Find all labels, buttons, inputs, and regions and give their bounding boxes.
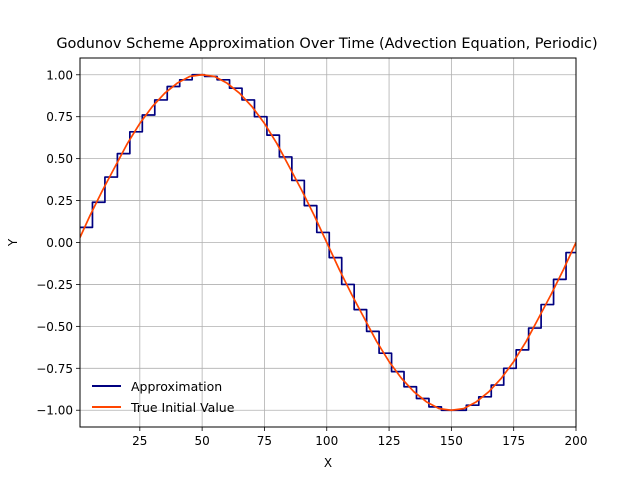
x-tick-label: 175 [502, 434, 525, 448]
y-tick-label: −0.50 [36, 320, 73, 334]
chart-title: Godunov Scheme Approximation Over Time (… [56, 36, 597, 52]
y-tick-label: −0.75 [36, 362, 73, 376]
y-tick-label: 0.00 [46, 236, 73, 250]
legend: Approximation True Initial Value [92, 379, 235, 415]
y-tick-label: −1.00 [36, 404, 73, 418]
y-axis: −1.00 −0.75 −0.50 −0.25 0.00 0.25 0.50 0.75 1.00 [36, 68, 80, 418]
y-tick-label: 0.50 [46, 152, 73, 166]
y-tick-label: 0.25 [46, 194, 73, 208]
legend-label-approximation: Approximation [131, 379, 222, 394]
x-tick-label: 50 [194, 434, 209, 448]
x-tick-label: 125 [378, 434, 401, 448]
series-line-true-initial-value [80, 73, 576, 412]
plot-area [80, 73, 576, 412]
x-tick-label: 25 [132, 434, 147, 448]
y-axis-label: Y [6, 238, 20, 247]
series-line-approximation [80, 73, 576, 412]
y-tick-label: −0.25 [36, 278, 73, 292]
x-tick-label: 200 [565, 434, 588, 448]
x-tick-label: 150 [440, 434, 463, 448]
x-axis: 25 50 75 100 125 150 175 200 [132, 427, 587, 448]
x-tick-label: 75 [257, 434, 272, 448]
x-tick-label: 100 [315, 434, 338, 448]
y-tick-label: 0.75 [46, 110, 73, 124]
legend-label-true-initial-value: True Initial Value [130, 400, 235, 415]
x-axis-label: X [324, 456, 332, 470]
y-tick-label: 1.00 [46, 68, 73, 82]
